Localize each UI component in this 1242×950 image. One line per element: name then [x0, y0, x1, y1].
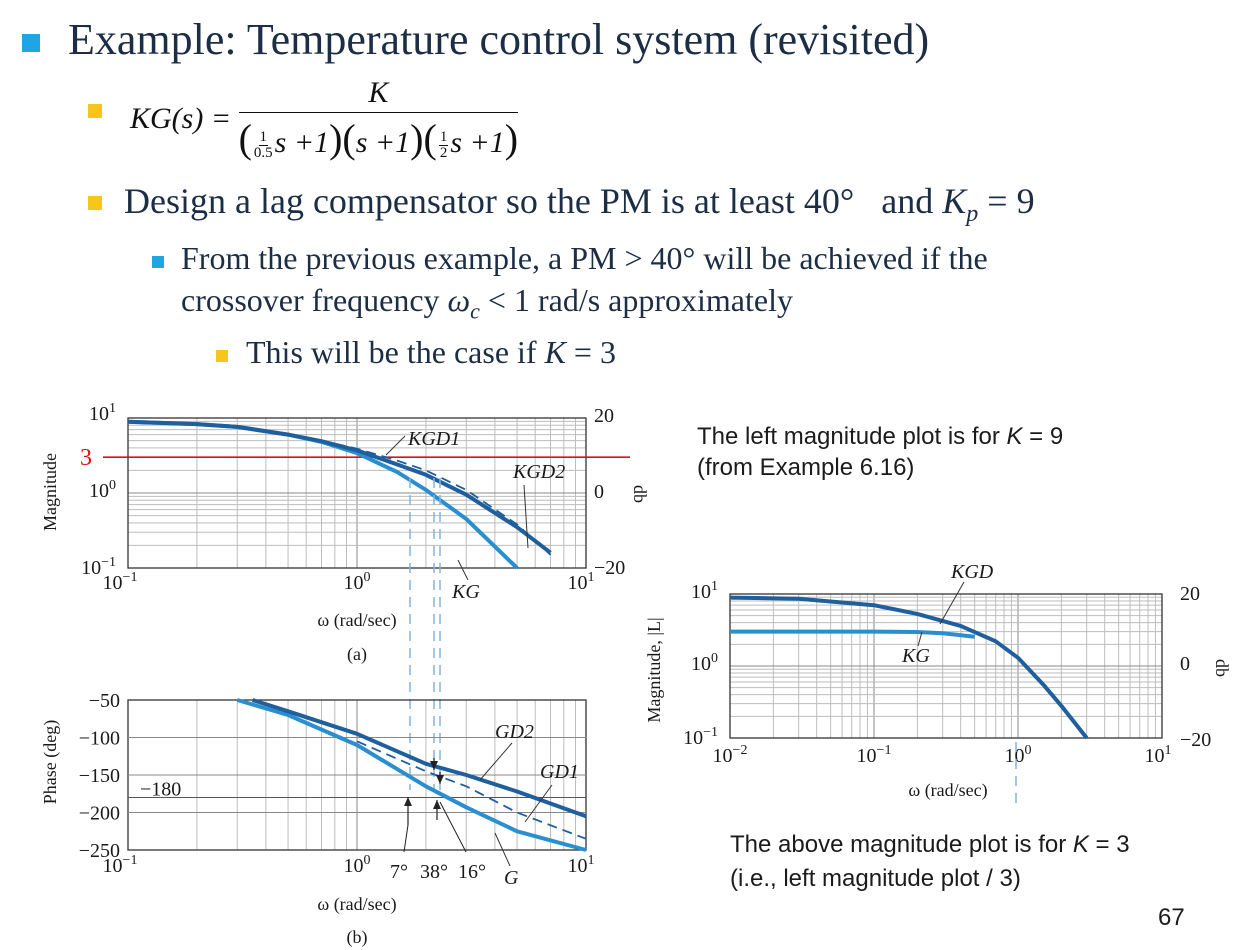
- chart-b-label-16deg: 16°: [458, 861, 486, 883]
- chart-a-y-tick: 101: [89, 401, 116, 425]
- chart-a-label-KG: KG: [451, 581, 480, 603]
- chart-a-db-tick: −20: [594, 557, 625, 579]
- chart-b-y-tick: −100: [79, 728, 120, 750]
- chart-b-y-tick: −250: [79, 840, 120, 862]
- chart-c-y-tick: 101: [691, 579, 718, 603]
- previous-example-line1: From the previous example, a PM > 40° wi…: [181, 240, 988, 276]
- chart-b-leader: [524, 784, 553, 823]
- formula-denominator: (1 0.5 s +1)(s +1)(1 2 s +1): [238, 112, 519, 162]
- chart-b-x-tick: 100: [344, 853, 371, 877]
- design-bullet: [88, 196, 102, 210]
- chart-b-label-GD1: GD1: [540, 761, 579, 783]
- chart-c-x-tick: 100: [1005, 743, 1032, 767]
- chart-a-db-tick: 0: [594, 481, 604, 503]
- chart-c-ylabel: Magnitude, |L|: [644, 617, 664, 722]
- chart-a-caption: (a): [347, 644, 367, 665]
- chart-b-y-tick: −50: [89, 690, 120, 712]
- chart-c-label-KGD: KGD: [950, 561, 994, 583]
- chart-b-label-G: G: [504, 867, 519, 889]
- chart-c-x-tick: 10−2: [713, 743, 748, 767]
- chart-c-grid: [729, 593, 1163, 739]
- formula-bullet: [88, 104, 102, 118]
- chart-a-leader: [523, 484, 529, 549]
- chart-b-arrow-38deg-head: [433, 800, 441, 809]
- chart-b-y-tick: −150: [79, 765, 120, 787]
- note-right-plot: The above magnitude plot is for K = 3 (i…: [730, 831, 1130, 892]
- chart-a-leader: [385, 435, 406, 456]
- chart-a-y-tick: 100: [89, 478, 116, 502]
- chart-c-db-tick: 20: [1180, 583, 1200, 605]
- chart-c-frame: [729, 593, 1163, 739]
- chart-c-db-label: db: [1212, 659, 1232, 677]
- chart-b-x-tick: 101: [568, 853, 595, 877]
- chart-b-label-7deg: 7°: [390, 861, 408, 883]
- note-left-plot: The left magnitude plot is for K = 9 (fr…: [697, 423, 1064, 481]
- chart-a-label-KGD1: KGD1: [407, 428, 460, 450]
- formula-lhs: KG(s) =: [130, 102, 232, 135]
- chart-a-series-KGD1: [127, 419, 552, 555]
- chart-b-series-GD1: [356, 740, 587, 840]
- chart-a-x-tick: 10−1: [103, 570, 138, 594]
- chart-a-db-label: db: [630, 485, 650, 503]
- chart-c-db-tick: −20: [1180, 729, 1211, 751]
- chart-b-leader: [479, 742, 513, 781]
- previous-example-line2: crossover frequency ωc < 1 rad/s approxi…: [181, 282, 793, 324]
- chart-c-series-KGD: [729, 595, 1089, 740]
- chart-b-leader: [439, 801, 467, 853]
- chart-b-arrow-7deg-head: [404, 797, 412, 806]
- chart-c-xlabel: ω (rad/sec): [908, 780, 987, 801]
- chart-b-x-tick: 10−1: [103, 853, 138, 877]
- chart-a-frame: [127, 417, 587, 569]
- chart-b-label-38deg: 38°: [420, 861, 448, 883]
- chart-a-y-tick: 10−1: [81, 555, 116, 579]
- chart-c-label-KG: KG: [901, 645, 930, 667]
- chart-a-series-KGD2: [287, 433, 552, 556]
- sub-bullet-previous: [152, 256, 164, 268]
- transfer-function-formula: KG(s) = K (1 0.5 s +1)(s +1)(1 2 s +1): [130, 76, 519, 162]
- chart-c-db-tick: 0: [1180, 653, 1190, 675]
- chart-a-label-KGD2: KGD2: [512, 461, 565, 483]
- chart-b-leader: [403, 824, 409, 853]
- chart-a-xlabel: ω (rad/sec): [317, 610, 396, 631]
- chart-b-series-G: [236, 698, 587, 852]
- chart-a-db-tick: 20: [594, 405, 614, 427]
- k-equals-3-statement: This will be the case if K = 3: [246, 334, 616, 370]
- chart-b-arrow-gd2-head: [430, 761, 438, 770]
- formula-fraction: K (1 0.5 s +1)(s +1)(1 2 s +1): [238, 76, 519, 162]
- title-bullet: [22, 34, 40, 52]
- design-statement: Design a lag compensator so the PM is at…: [124, 181, 1035, 228]
- chart-b-ref-label: −180: [140, 779, 181, 801]
- chart-b-caption: (b): [347, 927, 368, 948]
- chart-c-x-tick: 101: [1145, 743, 1172, 767]
- chart-c-leader: [917, 631, 923, 647]
- chart-b-y-tick: −200: [79, 803, 120, 825]
- chart-b-label-GD2: GD2: [495, 721, 534, 743]
- chart-a-x-tick: 100: [344, 570, 371, 594]
- slide-title: Example: Temperature control system (rev…: [68, 15, 930, 64]
- chart-a-grid: [127, 417, 587, 569]
- chart-a-leader: [457, 559, 469, 581]
- chart-b-series-GD2: [251, 698, 587, 819]
- chart-a-ylabel: Magnitude: [40, 453, 60, 531]
- chart-b-leader: [494, 832, 511, 867]
- chart-a-ref-label: 3: [80, 445, 92, 471]
- chart-b-ylabel: Phase (deg): [40, 720, 61, 804]
- chart-a-x-tick: 101: [568, 570, 595, 594]
- sub-sub-bullet: [216, 350, 228, 362]
- chart-c-x-tick: 10−1: [857, 743, 892, 767]
- page-number: 67: [1158, 904, 1185, 931]
- formula-numerator: K: [368, 76, 389, 109]
- chart-c-series-KG: [730, 629, 975, 639]
- chart-b-arrow-gd1-head: [436, 775, 444, 784]
- chart-c-y-tick: 10−1: [683, 725, 718, 749]
- chart-b-xlabel: ω (rad/sec): [317, 894, 396, 915]
- chart-c-leader: [939, 581, 965, 625]
- chart-c-y-tick: 100: [691, 651, 718, 675]
